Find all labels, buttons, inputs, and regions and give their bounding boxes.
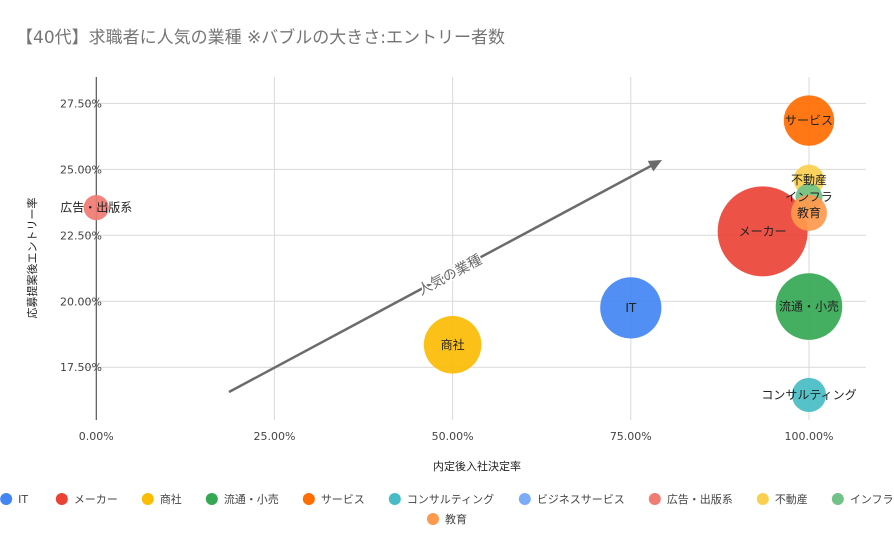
legend-item: IT: [0, 493, 28, 506]
x-tick-labels: 0.00% 25.00% 50.00% 75.00% 100.00%: [79, 430, 834, 443]
legend: IT メーカー 商社 流通・小売 サービス コンサルティング ビジネスサービス 広告・出版系 不…: [0, 492, 893, 526]
trend-arrow-head: [647, 160, 662, 172]
chart-title: 【40代】求職者に人気の業種 ※バブルの大きさ:エントリー者数: [16, 27, 505, 48]
gridlines: [82, 77, 866, 420]
legend-label: サービス: [321, 493, 365, 506]
legend-swatch: [55, 493, 68, 505]
legend-label: ビジネスサービス: [537, 493, 625, 506]
y-tick-label: 20.00%: [60, 295, 102, 308]
x-axis-title: 内定後入社決定率: [433, 459, 521, 473]
bubble-label: メーカー: [739, 224, 787, 238]
legend-swatch: [205, 493, 218, 505]
legend-label: 教育: [445, 512, 467, 526]
bubble-label: IT: [625, 301, 637, 315]
legend-item: ビジネスサービス: [518, 493, 625, 506]
bubble-label: サービス: [785, 114, 833, 128]
bubble: [783, 95, 835, 146]
x-tick-label: 100.00%: [785, 430, 834, 443]
bubble: [790, 194, 827, 231]
legend-swatch: [648, 493, 661, 505]
bubble-label: 教育: [797, 205, 821, 220]
x-tick-label: 50.00%: [432, 430, 474, 443]
legend-label: 商社: [160, 492, 182, 506]
y-tick-label: 25.00%: [60, 163, 102, 176]
legend-swatch: [518, 493, 531, 505]
legend-label: 不動産: [775, 492, 808, 506]
legend-item: メーカー: [55, 493, 118, 506]
y-tick-label: 17.50%: [60, 361, 102, 374]
bubble: [600, 277, 662, 339]
legend-swatch: [141, 493, 154, 505]
legend-swatch: [388, 493, 401, 505]
x-tick-label: 25.00%: [253, 430, 295, 443]
bubble: [83, 195, 109, 221]
legend-label: IT: [18, 493, 28, 506]
legend-item: 商社: [141, 492, 182, 506]
legend-swatch: [756, 493, 769, 505]
bubble: [423, 316, 482, 374]
legend-item: コンサルティング: [388, 492, 494, 506]
legend-swatch: [302, 493, 315, 505]
bubble-label: インフラ: [785, 190, 833, 204]
bubbles: [83, 95, 843, 413]
legend-label: コンサルティング: [407, 492, 494, 506]
legend-label: 広告・出版系: [667, 492, 733, 506]
legend-label: インフラ: [850, 493, 894, 506]
bubble-label: 商社: [441, 337, 465, 352]
trend-arrow-line: [228, 163, 655, 394]
legend-item: サービス: [302, 493, 365, 506]
bubble-label: 流通・小売: [779, 299, 839, 314]
bubble: [775, 273, 843, 340]
bubble-label: コンサルティング: [761, 388, 856, 402]
bubble-label: 不動産: [791, 172, 827, 187]
y-tick-label: 22.50%: [60, 229, 102, 242]
legend-swatch: [831, 493, 844, 505]
legend-item: 流通・小売: [205, 492, 279, 506]
x-tick-label: 0.00%: [79, 430, 114, 443]
legend-swatch: [0, 493, 13, 505]
legend-label: 流通・小売: [224, 492, 279, 506]
bubble-label: 広告・出版系: [60, 201, 132, 215]
annotation-label: 人気の業種: [415, 252, 484, 299]
y-axis-title: 応募提案後エントリー率: [25, 198, 39, 319]
bubble: [717, 186, 808, 277]
bubble: [791, 377, 827, 413]
y-tick-label: 27.50%: [60, 97, 102, 110]
legend-label: メーカー: [74, 493, 118, 506]
x-tick-label: 75.00%: [610, 430, 652, 443]
legend-item: インフラ: [831, 493, 894, 506]
legend-swatch: [427, 513, 439, 525]
y-tick-labels: 17.50% 20.00% 22.50% 25.00% 27.50%: [60, 97, 102, 374]
legend-item: 不動産: [756, 492, 808, 506]
legend-item: 教育: [427, 512, 467, 526]
legend-item: 広告・出版系: [648, 492, 733, 506]
